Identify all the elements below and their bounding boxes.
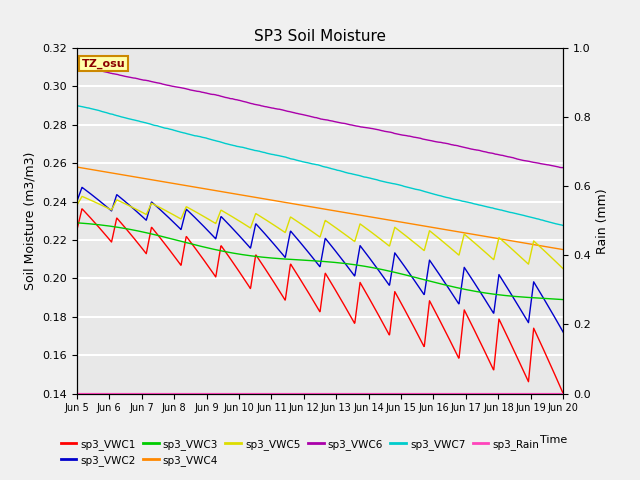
X-axis label: Time: Time: [540, 435, 567, 445]
sp3_VWC3: [73, 220, 81, 226]
sp3_VWC5: [559, 266, 567, 272]
sp3_VWC6: [131, 75, 138, 81]
Text: TZ_osu: TZ_osu: [82, 59, 125, 69]
sp3_VWC4: [349, 211, 357, 217]
sp3_VWC5: [73, 203, 81, 208]
sp3_Rain: [289, 391, 297, 396]
sp3_Rain: [349, 391, 357, 396]
sp3_VWC3: [559, 297, 567, 302]
sp3_VWC4: [73, 164, 81, 170]
sp3_VWC3: [111, 224, 118, 229]
Title: SP3 Soil Moisture: SP3 Soil Moisture: [254, 29, 386, 44]
Line: sp3_VWC2: sp3_VWC2: [77, 187, 563, 332]
sp3_VWC1: [298, 280, 306, 286]
sp3_VWC6: [111, 71, 118, 77]
sp3_VWC6: [298, 111, 306, 117]
sp3_Rain: [279, 391, 287, 396]
sp3_VWC1: [73, 228, 81, 233]
sp3_VWC2: [73, 199, 81, 204]
sp3_VWC6: [73, 62, 81, 68]
sp3_VWC5: [290, 216, 298, 222]
sp3_VWC1: [131, 236, 138, 242]
sp3_VWC2: [350, 272, 358, 278]
Y-axis label: Soil Moisture (m3/m3): Soil Moisture (m3/m3): [24, 152, 36, 290]
sp3_VWC5: [350, 238, 358, 244]
Legend: sp3_VWC1, sp3_VWC2, sp3_VWC3, sp3_VWC4, sp3_VWC5, sp3_VWC6, sp3_VWC7, sp3_Rain: sp3_VWC1, sp3_VWC2, sp3_VWC3, sp3_VWC4, …: [56, 434, 544, 470]
sp3_VWC5: [298, 222, 306, 228]
sp3_VWC7: [298, 159, 306, 165]
sp3_VWC2: [290, 232, 298, 238]
sp3_VWC1: [559, 391, 567, 396]
sp3_VWC1: [290, 266, 298, 272]
sp3_VWC4: [289, 201, 297, 207]
Line: sp3_VWC6: sp3_VWC6: [77, 65, 563, 168]
sp3_Rain: [298, 391, 306, 396]
Line: sp3_VWC1: sp3_VWC1: [77, 209, 563, 394]
sp3_VWC2: [298, 242, 306, 248]
sp3_VWC4: [298, 203, 306, 208]
sp3_VWC6: [279, 107, 287, 113]
sp3_Rain: [559, 391, 567, 396]
Line: sp3_VWC7: sp3_VWC7: [77, 106, 563, 226]
sp3_VWC7: [289, 156, 297, 162]
sp3_VWC3: [349, 262, 357, 267]
sp3_VWC3: [279, 256, 287, 262]
sp3_VWC2: [131, 207, 138, 213]
sp3_VWC7: [279, 154, 287, 159]
sp3_VWC4: [111, 170, 118, 176]
sp3_VWC3: [298, 257, 306, 263]
sp3_VWC1: [78, 206, 86, 212]
sp3_VWC7: [349, 171, 357, 177]
Line: sp3_VWC3: sp3_VWC3: [77, 223, 563, 300]
sp3_VWC6: [349, 122, 357, 128]
Line: sp3_VWC5: sp3_VWC5: [77, 196, 563, 269]
sp3_VWC1: [111, 224, 118, 230]
sp3_VWC7: [131, 117, 138, 123]
sp3_Rain: [111, 391, 118, 396]
sp3_VWC4: [131, 174, 138, 180]
sp3_VWC2: [559, 329, 567, 335]
sp3_VWC6: [559, 165, 567, 170]
sp3_VWC2: [78, 184, 86, 190]
sp3_VWC1: [280, 295, 287, 300]
sp3_VWC1: [350, 319, 358, 325]
sp3_VWC3: [289, 257, 297, 263]
sp3_VWC5: [111, 201, 118, 206]
Y-axis label: Rain (mm): Rain (mm): [596, 188, 609, 253]
sp3_Rain: [131, 391, 138, 396]
sp3_VWC7: [559, 223, 567, 228]
sp3_VWC4: [559, 247, 567, 252]
sp3_VWC4: [279, 199, 287, 205]
sp3_VWC2: [280, 252, 287, 258]
sp3_VWC2: [111, 198, 118, 204]
sp3_VWC5: [280, 228, 287, 234]
sp3_VWC6: [289, 109, 297, 115]
sp3_VWC7: [73, 103, 81, 108]
sp3_VWC3: [131, 228, 138, 233]
Line: sp3_VWC4: sp3_VWC4: [77, 167, 563, 250]
sp3_VWC5: [78, 193, 86, 199]
sp3_Rain: [73, 391, 81, 396]
sp3_VWC7: [111, 112, 118, 118]
sp3_VWC5: [131, 205, 138, 211]
